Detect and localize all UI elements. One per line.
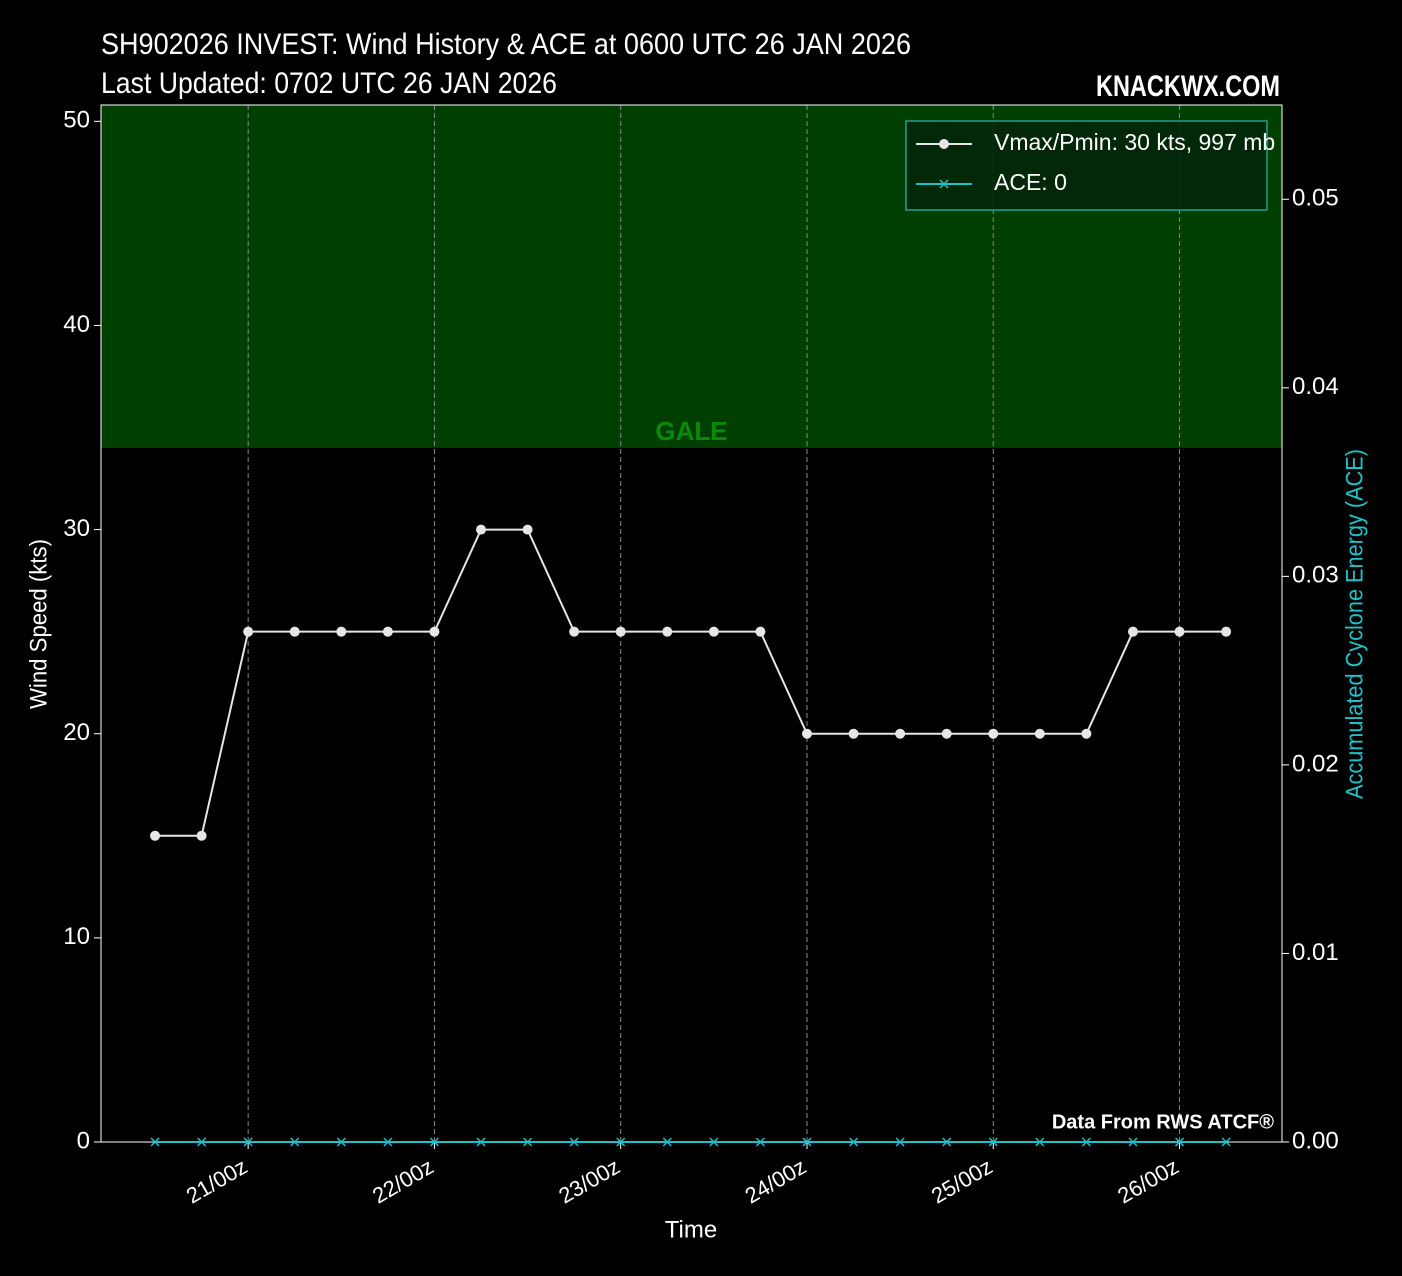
point bbox=[709, 1137, 719, 1147]
point bbox=[848, 728, 859, 739]
point bbox=[708, 626, 719, 637]
point bbox=[429, 626, 440, 637]
point bbox=[476, 1137, 486, 1147]
source-note: Data From RWS ATCF® bbox=[1052, 1111, 1274, 1133]
point bbox=[569, 1137, 579, 1147]
point bbox=[197, 1137, 207, 1147]
point bbox=[290, 1137, 300, 1147]
legend-box bbox=[905, 120, 1268, 211]
y-tick-label: 40 bbox=[63, 311, 90, 338]
y2-axis-label: Accumulated Cyclone Energy (ACE) bbox=[1341, 449, 1368, 799]
point bbox=[895, 728, 906, 739]
legend-label: Vmax/Pmin: 30 kts, 997 mb bbox=[994, 129, 1275, 155]
point bbox=[289, 626, 300, 637]
point bbox=[1081, 728, 1092, 739]
series-line bbox=[155, 528, 1227, 837]
y2-tick-label: 0.04 bbox=[1292, 373, 1339, 400]
point bbox=[569, 626, 580, 637]
point bbox=[383, 1137, 393, 1147]
point bbox=[243, 1137, 253, 1147]
x-axis-label: Time bbox=[665, 1216, 717, 1243]
point bbox=[243, 626, 254, 637]
point bbox=[382, 626, 393, 637]
y-tick-label: 20 bbox=[63, 719, 90, 746]
point bbox=[755, 626, 766, 637]
point bbox=[522, 524, 533, 535]
point bbox=[849, 1137, 859, 1147]
point bbox=[336, 1137, 346, 1147]
y-tick-label: 10 bbox=[63, 923, 90, 950]
point bbox=[196, 830, 207, 841]
chart-subtitle: Last Updated: 0702 UTC 26 JAN 2026 bbox=[101, 67, 557, 100]
point bbox=[1081, 1137, 1091, 1147]
legend-marker bbox=[939, 179, 949, 189]
point bbox=[1128, 1137, 1138, 1147]
point bbox=[988, 728, 999, 739]
y-tick-label: 50 bbox=[63, 107, 90, 134]
y2-tick-label: 0.01 bbox=[1292, 939, 1339, 966]
point bbox=[150, 830, 161, 841]
point bbox=[616, 1137, 626, 1147]
point bbox=[1221, 1137, 1231, 1147]
y-tick-label: 0 bbox=[77, 1127, 90, 1154]
point bbox=[802, 1137, 812, 1147]
point bbox=[429, 1137, 439, 1147]
band-label: GALE bbox=[655, 416, 727, 446]
point bbox=[523, 1137, 533, 1147]
point bbox=[615, 626, 626, 637]
point bbox=[1034, 728, 1045, 739]
point bbox=[476, 524, 487, 535]
point bbox=[941, 728, 952, 739]
brand: KNACKWX.COM bbox=[1096, 70, 1280, 103]
y2-tick-label: 0.02 bbox=[1292, 750, 1339, 777]
point bbox=[1221, 626, 1232, 637]
chart-title: SH902026 INVEST: Wind History & ACE at 0… bbox=[101, 28, 911, 61]
point bbox=[336, 626, 347, 637]
point bbox=[801, 728, 812, 739]
point bbox=[755, 1137, 765, 1147]
point bbox=[1035, 1137, 1045, 1147]
y-tick-label: 30 bbox=[63, 515, 90, 542]
point bbox=[942, 1137, 952, 1147]
point bbox=[662, 1137, 672, 1147]
y2-tick-label: 0.03 bbox=[1292, 562, 1339, 589]
point bbox=[1127, 626, 1138, 637]
y2-tick-label: 0.05 bbox=[1292, 185, 1339, 212]
y2-tick-label: 0.00 bbox=[1292, 1127, 1339, 1154]
point bbox=[1175, 1137, 1185, 1147]
point bbox=[895, 1137, 905, 1147]
point bbox=[150, 1137, 160, 1147]
legend-marker bbox=[939, 139, 949, 149]
point bbox=[662, 626, 673, 637]
point bbox=[988, 1137, 998, 1147]
y-axis-label: Wind Speed (kts) bbox=[25, 539, 52, 709]
point bbox=[1174, 626, 1185, 637]
legend-label: ACE: 0 bbox=[994, 169, 1067, 195]
